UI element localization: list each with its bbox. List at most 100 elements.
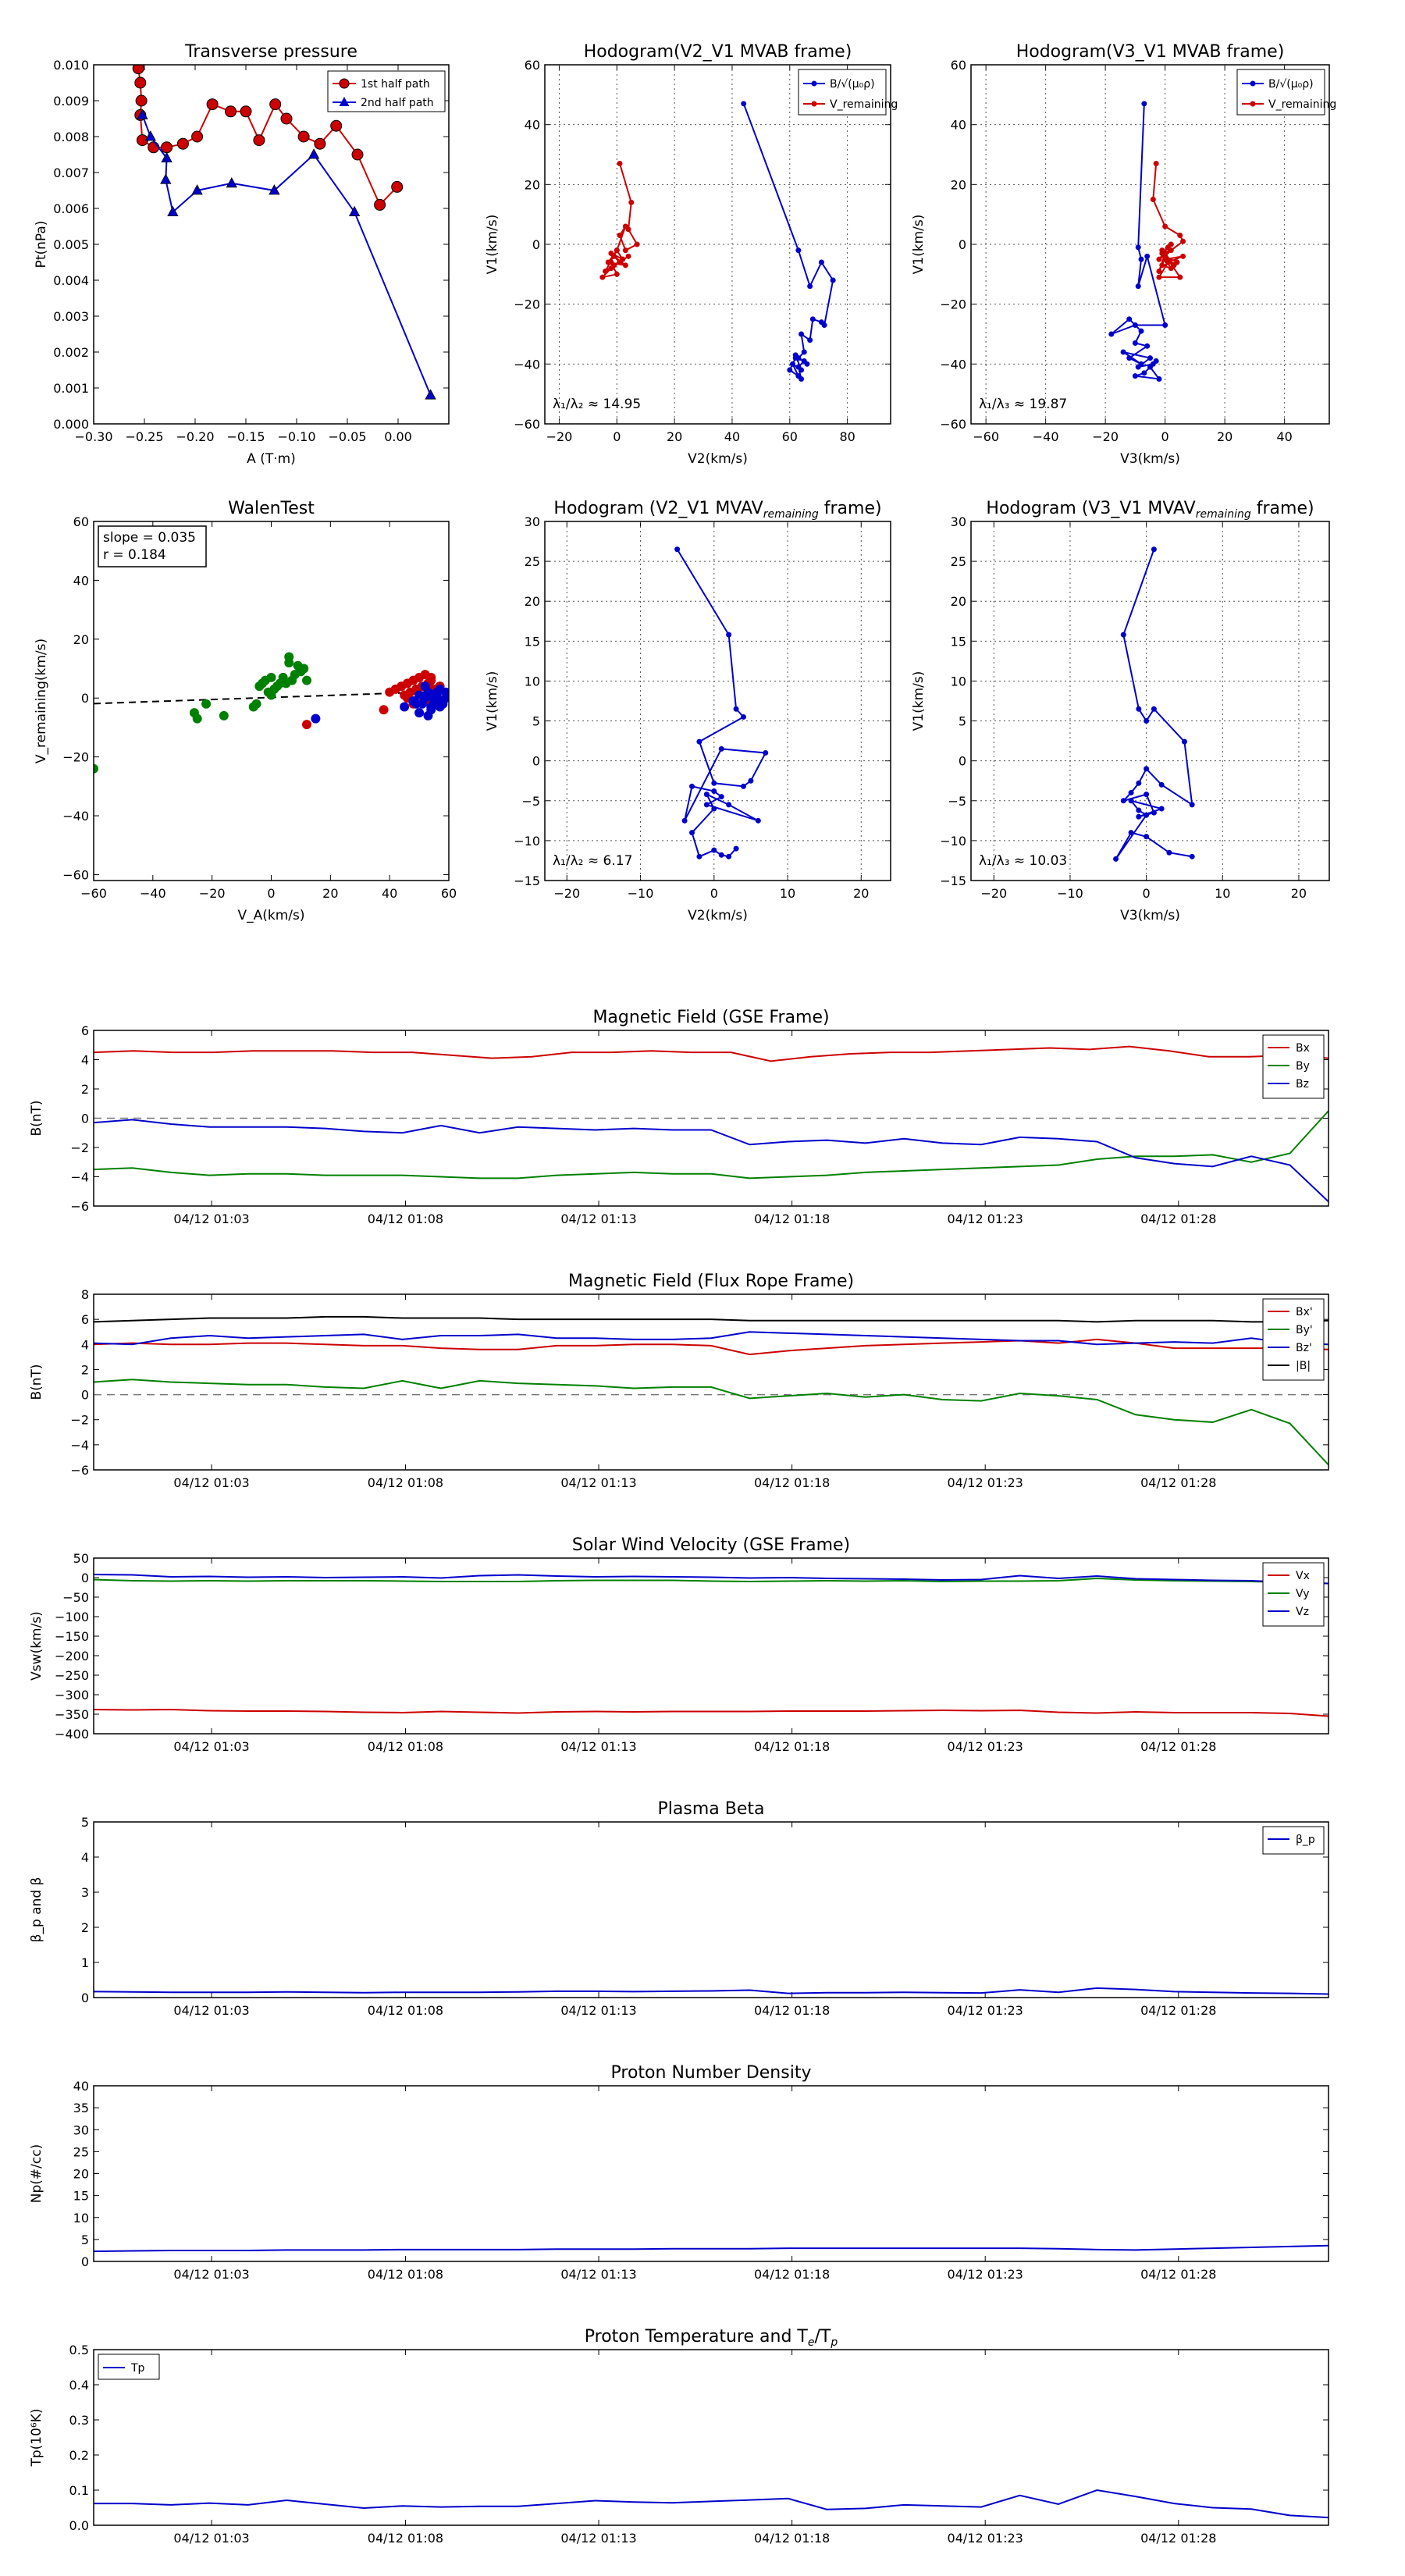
data-point bbox=[426, 672, 436, 682]
data-point bbox=[374, 198, 386, 211]
chart-title: Magnetic Field (Flux Rope Frame) bbox=[568, 1272, 854, 1291]
x-tick-label: 04/12 01:28 bbox=[1140, 1739, 1216, 1754]
data-point bbox=[1135, 244, 1141, 251]
x-tick-label: 04/12 01:13 bbox=[560, 1739, 636, 1754]
data-point bbox=[1138, 328, 1144, 334]
legend-box bbox=[1262, 1034, 1325, 1099]
legend-label: Vy bbox=[1296, 1588, 1310, 1600]
y-tick-label: −40 bbox=[514, 357, 540, 372]
series-line bbox=[94, 1315, 1329, 1323]
eigenvalue-annotation: λ₁/λ₂ ≈ 14.95 bbox=[553, 397, 641, 412]
x-tick-label: 04/12 01:23 bbox=[948, 2267, 1023, 2282]
data-point bbox=[1126, 316, 1133, 322]
y-tick-label: 20 bbox=[525, 594, 540, 609]
plot-area bbox=[1108, 101, 1186, 382]
data-point bbox=[711, 806, 717, 812]
plot-area bbox=[94, 2489, 1329, 2519]
chart-panel-3: WalenTest −60 −40 −20 0 20 40 60 −60 −40 −20 0 20 40 6… bbox=[34, 499, 457, 923]
legend-label: By' bbox=[1296, 1324, 1313, 1336]
data-point bbox=[1156, 269, 1162, 274]
data-point bbox=[1144, 343, 1151, 349]
data-point bbox=[711, 847, 717, 853]
legend-label: V_remaining bbox=[830, 98, 898, 111]
data-point bbox=[201, 699, 212, 709]
y-tick-label: −300 bbox=[55, 1688, 89, 1703]
legend-label: Tp bbox=[130, 2362, 145, 2375]
x-tick-label: 04/12 01:03 bbox=[173, 1739, 249, 1754]
y-tick-label: 25 bbox=[73, 2144, 89, 2159]
data-point bbox=[400, 702, 410, 712]
x-tick-label: 20 bbox=[667, 429, 682, 444]
data-point bbox=[1181, 738, 1187, 745]
y-tick-label: 0.003 bbox=[53, 309, 89, 324]
x-tick-label: 04/12 01:08 bbox=[368, 1212, 443, 1226]
plot-area bbox=[132, 65, 436, 400]
series-line bbox=[94, 1119, 1329, 1203]
data-point bbox=[748, 777, 754, 784]
y-tick-label: 15 bbox=[525, 634, 540, 649]
y-tick-label: 0.2 bbox=[69, 2448, 89, 2463]
x-tick-label: 04/12 01:03 bbox=[173, 1212, 249, 1226]
data-point bbox=[1135, 283, 1141, 290]
data-point bbox=[1162, 223, 1168, 229]
data-point bbox=[1180, 238, 1186, 244]
data-point bbox=[144, 130, 156, 141]
data-point bbox=[132, 65, 144, 75]
data-point bbox=[240, 105, 252, 118]
legend-label: 2nd half path bbox=[361, 97, 434, 109]
x-tick-label: −10 bbox=[1057, 886, 1083, 901]
y-axis-label: Pt(nPa) bbox=[34, 221, 49, 269]
y-axis-label: Tp(10⁶K) bbox=[29, 2408, 44, 2467]
legend-marker bbox=[811, 101, 817, 107]
data-point bbox=[192, 713, 202, 724]
data-point bbox=[625, 253, 631, 259]
series-line bbox=[676, 549, 767, 858]
y-tick-label: 15 bbox=[73, 2189, 89, 2204]
data-point bbox=[1120, 632, 1126, 638]
data-point bbox=[1156, 256, 1162, 262]
plot-area bbox=[94, 1045, 1329, 1203]
x-tick-label: 04/12 01:28 bbox=[1140, 2531, 1216, 2546]
y-tick-label: 0 bbox=[532, 237, 540, 252]
data-point bbox=[801, 349, 807, 355]
y-tick-label: 60 bbox=[525, 58, 540, 73]
data-point bbox=[311, 713, 321, 724]
x-tick-label: 04/12 01:18 bbox=[754, 2003, 830, 2018]
x-tick-label: 40 bbox=[1276, 429, 1292, 444]
data-point bbox=[1144, 766, 1150, 772]
x-tick-label: 0 bbox=[710, 886, 718, 901]
y-tick-label: 0.002 bbox=[53, 345, 89, 360]
y-tick-label: 5 bbox=[532, 714, 540, 729]
data-point bbox=[1147, 364, 1153, 370]
y-tick-label: 5 bbox=[81, 1815, 89, 1830]
x-tick-label: 04/12 01:08 bbox=[368, 1739, 443, 1754]
data-point bbox=[1136, 807, 1142, 813]
y-tick-label: 1 bbox=[81, 1955, 89, 1970]
x-tick-label: −0.20 bbox=[176, 429, 214, 444]
data-point bbox=[799, 376, 805, 382]
data-point bbox=[818, 319, 824, 326]
y-axis-label: B(nT) bbox=[29, 1100, 44, 1136]
y-tick-label: 3 bbox=[81, 1885, 89, 1900]
x-tick-label: −0.10 bbox=[277, 429, 315, 444]
data-point bbox=[330, 119, 343, 132]
data-point bbox=[718, 852, 724, 858]
legend-label: Bz bbox=[1296, 1078, 1309, 1091]
y-tick-label: 20 bbox=[951, 594, 966, 609]
y-tick-label: 0.0 bbox=[69, 2518, 89, 2533]
data-point bbox=[379, 705, 389, 715]
x-tick-label: 04/12 01:13 bbox=[560, 1212, 636, 1226]
data-point bbox=[696, 853, 702, 859]
y-tick-label: −100 bbox=[55, 1610, 89, 1624]
y-tick-label: 10 bbox=[73, 2211, 89, 2226]
plot-area bbox=[94, 1574, 1329, 1717]
data-point bbox=[1158, 806, 1165, 812]
data-point bbox=[1156, 274, 1162, 280]
y-tick-label: 25 bbox=[525, 554, 540, 569]
x-tick-label: 60 bbox=[441, 886, 457, 901]
data-point bbox=[429, 693, 439, 703]
x-tick-label: −40 bbox=[140, 886, 166, 901]
data-point bbox=[634, 241, 640, 247]
data-point bbox=[167, 205, 179, 217]
y-tick-label: 0 bbox=[532, 754, 540, 769]
